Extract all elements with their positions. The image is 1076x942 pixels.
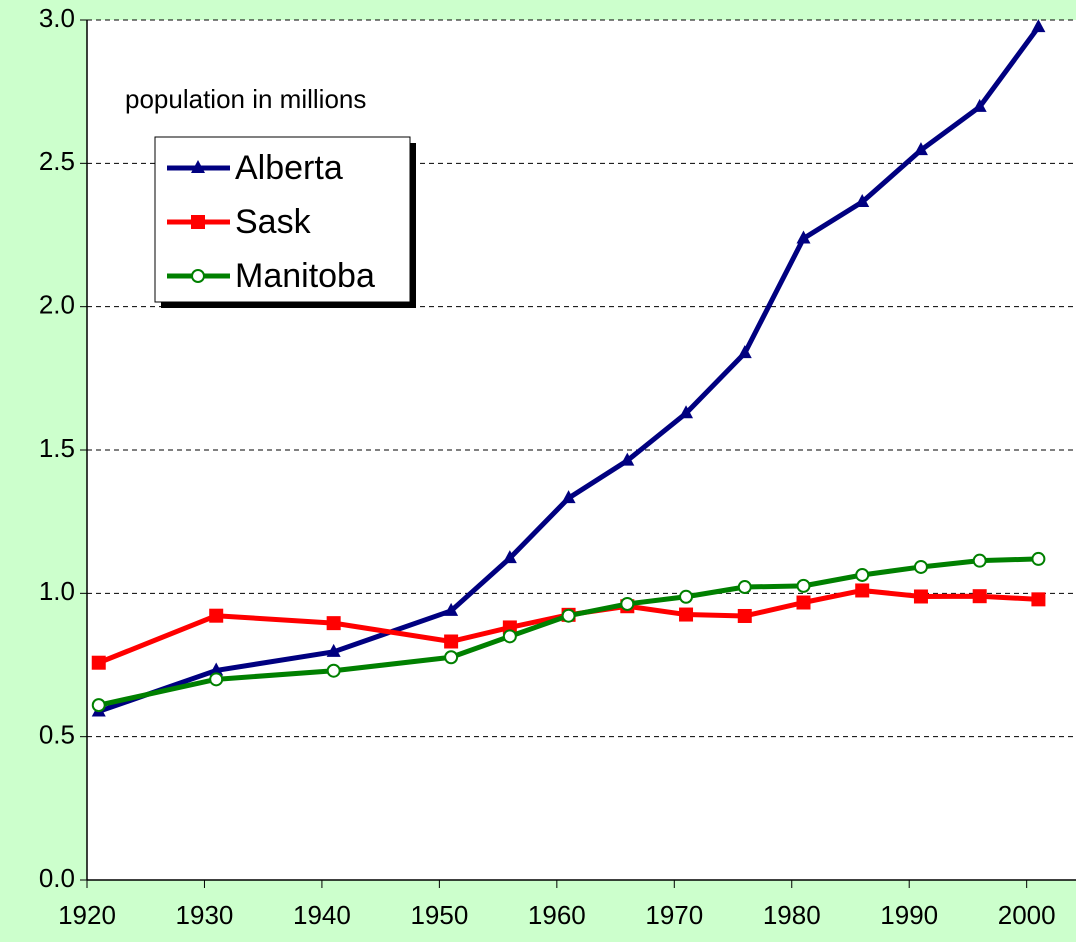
marker — [1031, 592, 1046, 607]
marker — [679, 589, 694, 604]
marker — [913, 142, 928, 156]
marker — [737, 608, 752, 623]
marker — [502, 550, 517, 564]
marker — [679, 405, 694, 419]
marker — [796, 595, 811, 610]
marker — [326, 643, 341, 657]
marker — [502, 629, 517, 644]
marker — [796, 578, 811, 593]
legend-label: Alberta — [235, 149, 343, 187]
marker — [913, 559, 928, 574]
marker — [855, 583, 870, 598]
x-tick-label: 1960 — [528, 900, 586, 930]
marker — [679, 607, 694, 622]
legend-marker — [191, 160, 205, 173]
marker — [620, 596, 635, 611]
marker — [972, 589, 987, 604]
y-tick-label: 0.0 — [39, 863, 75, 893]
marker — [561, 608, 576, 623]
legend-marker — [191, 215, 205, 229]
marker — [326, 616, 341, 631]
x-tick-label: 1980 — [763, 900, 821, 930]
marker — [444, 602, 459, 616]
marker — [972, 553, 987, 568]
marker — [913, 589, 928, 604]
marker — [326, 663, 341, 678]
marker — [855, 194, 870, 208]
legend-label: Manitoba — [235, 257, 375, 295]
x-tick-label: 2000 — [998, 900, 1056, 930]
marker — [444, 634, 459, 649]
marker — [796, 230, 811, 244]
marker — [620, 452, 635, 466]
marker — [855, 567, 870, 582]
marker — [972, 98, 987, 112]
annotation: population in millions — [125, 84, 366, 114]
marker — [444, 650, 459, 665]
x-tick-label: 1970 — [645, 900, 703, 930]
marker — [209, 662, 224, 676]
series-line — [97, 587, 1039, 666]
series-line — [97, 25, 1041, 714]
marker — [1031, 19, 1046, 33]
y-tick-label: 2.5 — [39, 146, 75, 176]
marker — [91, 655, 106, 670]
x-tick-label: 1930 — [176, 900, 234, 930]
marker — [91, 698, 106, 713]
y-tick-label: 3.0 — [39, 3, 75, 33]
series-line — [98, 556, 1039, 708]
x-tick-label: 1990 — [880, 900, 938, 930]
marker — [209, 672, 224, 687]
legend-label: Sask — [235, 203, 312, 241]
y-tick-label: 1.0 — [39, 576, 75, 606]
y-tick-label: 2.0 — [39, 290, 75, 320]
marker — [1031, 551, 1046, 566]
x-tick-label: 1920 — [58, 900, 116, 930]
x-tick-label: 1940 — [293, 900, 351, 930]
marker — [209, 608, 224, 623]
marker — [737, 580, 752, 595]
marker — [561, 490, 576, 504]
marker — [737, 345, 752, 359]
y-tick-label: 1.5 — [39, 433, 75, 463]
x-tick-label: 1950 — [410, 900, 468, 930]
y-tick-label: 0.5 — [39, 720, 75, 750]
legend-marker — [191, 269, 205, 283]
